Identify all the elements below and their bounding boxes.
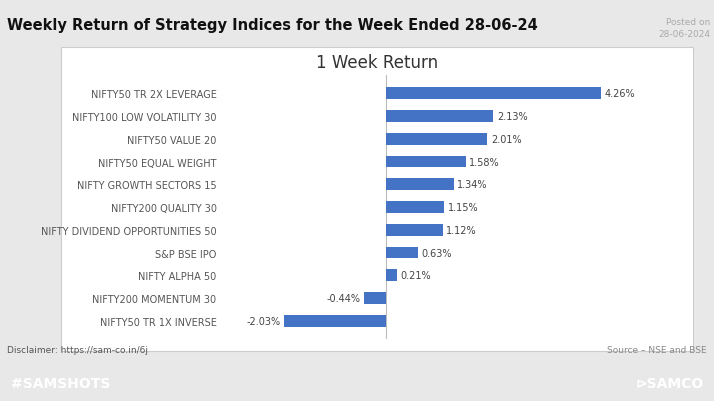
Bar xyxy=(386,270,397,282)
Bar xyxy=(386,247,418,259)
Text: -0.44%: -0.44% xyxy=(326,293,361,303)
Text: 2.01%: 2.01% xyxy=(491,134,521,144)
Text: Source – NSE and BSE: Source – NSE and BSE xyxy=(607,345,707,354)
Text: ⊳SAMCO: ⊳SAMCO xyxy=(635,377,703,390)
Bar xyxy=(386,111,493,123)
Bar xyxy=(386,88,600,100)
Bar xyxy=(284,315,386,327)
Bar xyxy=(364,292,386,304)
Bar xyxy=(386,156,466,168)
Text: 2.13%: 2.13% xyxy=(497,112,528,122)
Text: -2.03%: -2.03% xyxy=(246,316,281,326)
Text: 1.34%: 1.34% xyxy=(457,180,488,190)
Text: 0.21%: 0.21% xyxy=(401,271,431,281)
Text: 1.12%: 1.12% xyxy=(446,225,477,235)
Text: Disclaimer: https://sam-co.in/6j: Disclaimer: https://sam-co.in/6j xyxy=(7,345,148,354)
Bar xyxy=(386,134,488,145)
Bar xyxy=(386,202,444,213)
Text: #SAMSHOTS: #SAMSHOTS xyxy=(11,377,110,390)
Text: 4.26%: 4.26% xyxy=(604,89,635,99)
Text: 1 Week Return: 1 Week Return xyxy=(316,54,438,72)
Text: Posted on
28-06-2024: Posted on 28-06-2024 xyxy=(658,18,710,39)
Bar xyxy=(386,224,443,236)
Bar xyxy=(386,179,453,191)
Text: 1.58%: 1.58% xyxy=(469,157,500,167)
Text: Weekly Return of Strategy Indices for the Week Ended 28-06-24: Weekly Return of Strategy Indices for th… xyxy=(7,18,538,33)
Text: 0.63%: 0.63% xyxy=(421,248,452,258)
Text: 1.15%: 1.15% xyxy=(448,203,478,213)
